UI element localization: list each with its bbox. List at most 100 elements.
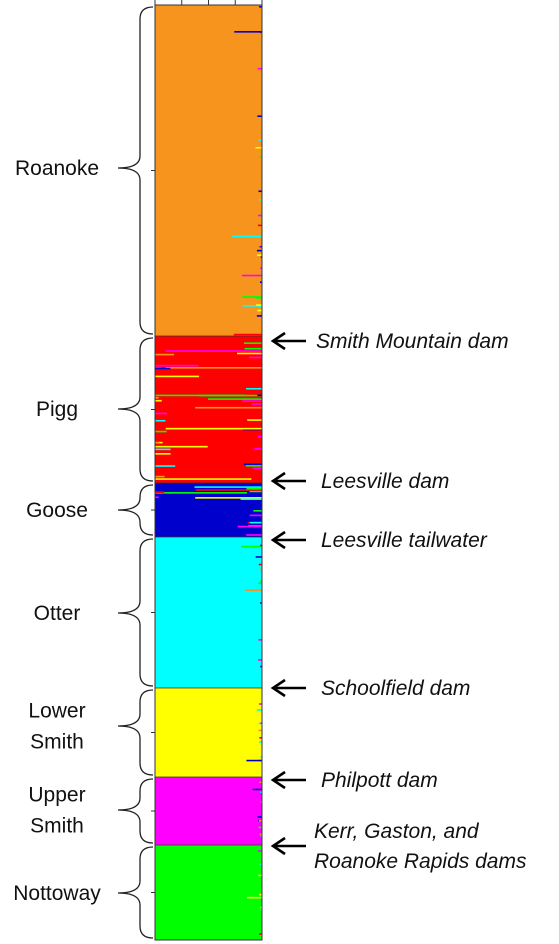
- brace-otter: [117, 538, 154, 687]
- admixture-streak: [155, 453, 171, 455]
- dominant-cluster-fill: [155, 777, 262, 845]
- dominant-cluster-fill: [155, 688, 262, 777]
- admixture-streak: [242, 428, 262, 431]
- admixture-streak: [195, 497, 262, 499]
- admixture-streak: [246, 387, 262, 390]
- admixture-streak: [242, 296, 262, 298]
- admixture-streak: [243, 342, 262, 344]
- admixture-streak: [258, 639, 262, 641]
- admixture-streak: [252, 467, 262, 469]
- admixture-streak: [232, 235, 262, 238]
- admixture-streak: [155, 496, 159, 499]
- admixture-streak: [251, 403, 262, 405]
- admixture-streak: [155, 492, 248, 494]
- admixture-streak: [257, 115, 262, 118]
- admixture-streak: [257, 850, 262, 852]
- brace-goose: [117, 484, 154, 536]
- admixture-streak: [258, 139, 262, 142]
- admixture-streak: [259, 6, 262, 8]
- admixture-streak: [255, 297, 262, 299]
- brace-lower-smith: [117, 689, 154, 776]
- admixture-streak: [256, 709, 262, 711]
- admixture-streak: [155, 478, 252, 480]
- admixture-streak: [259, 703, 262, 705]
- admixture-streak: [155, 475, 165, 478]
- admixture-streak: [246, 759, 262, 762]
- admixture-streak: [195, 489, 262, 491]
- admixture-streak: [155, 399, 162, 402]
- admixture-streak: [253, 510, 262, 512]
- admixture-streak: [244, 347, 262, 350]
- admixture-streak: [260, 156, 262, 158]
- barrier-label: Kerr, Gaston, and: [314, 820, 480, 843]
- admixture-streak: [155, 412, 168, 415]
- admixture-streak: [195, 406, 262, 409]
- admixture-streak: [258, 659, 262, 661]
- admixture-streak: [258, 893, 262, 896]
- admixture-streak: [242, 274, 262, 277]
- admixture-streak: [258, 874, 262, 877]
- admixture-streak: [155, 465, 176, 467]
- plot-axes: [151, 0, 263, 941]
- barrier-label: Schoolfield dam: [321, 677, 470, 700]
- admixture-streak: [260, 791, 262, 793]
- dominant-cluster-fill: [155, 537, 262, 688]
- brace-pigg: [117, 337, 154, 482]
- admixture-streak: [249, 490, 262, 493]
- admixture-streak: [165, 367, 262, 369]
- admixture-streak: [249, 356, 262, 359]
- admixture-streak: [258, 819, 262, 822]
- admixture-streak: [260, 906, 262, 909]
- admixture-streak: [255, 146, 262, 149]
- population-label: Lower: [28, 700, 85, 723]
- dominant-cluster-fill: [155, 336, 262, 483]
- admixture-streak: [242, 400, 262, 402]
- population-block-goose: [155, 483, 262, 537]
- population-label: Nottoway: [13, 882, 101, 905]
- admixture-streak: [256, 254, 262, 257]
- admixture-streak: [258, 826, 262, 829]
- population-braces: [117, 6, 154, 939]
- admixture-streak: [257, 394, 262, 397]
- brace-roanoke: [117, 6, 154, 335]
- admixture-streak: [256, 315, 262, 317]
- dominant-cluster-fill: [155, 845, 262, 940]
- admixture-streak: [257, 224, 262, 227]
- population-label: Roanoke: [15, 157, 99, 180]
- admixture-streak: [246, 896, 262, 899]
- barrier-annotation: Kerr, Gaston, and Roanoke Rapids dams: [270, 820, 527, 873]
- admixture-streak: [259, 741, 262, 743]
- admixture-streak: [258, 563, 262, 566]
- admixture-streak: [259, 781, 262, 784]
- barrier-label: Roanoke Rapids dams: [314, 850, 527, 873]
- admixture-streak: [260, 245, 262, 248]
- admixture-streak: [259, 568, 262, 571]
- admixture-streak: [258, 722, 262, 725]
- admixture-bars: [155, 5, 262, 940]
- admixture-streak: [258, 306, 262, 308]
- admixture-streak: [260, 800, 262, 803]
- admixture-streak: [258, 863, 262, 865]
- admixture-streak: [260, 722, 262, 724]
- admixture-streak: [247, 419, 262, 421]
- population-labels: Roanoke Pigg Goose Otter Lower Smith Upper Smit…: [13, 157, 101, 905]
- admixture-streak: [260, 256, 262, 259]
- admixture-streak: [254, 447, 262, 450]
- admixture-streak: [259, 602, 262, 604]
- barrier-annotation: Leesville dam: [270, 470, 449, 493]
- population-block-roanoke: [155, 5, 262, 336]
- admixture-streak: [258, 582, 262, 585]
- population-block-upper-smith: [155, 777, 262, 845]
- admixture-streak: [234, 31, 262, 33]
- admixture-streak: [249, 521, 262, 524]
- dominant-cluster-fill: [155, 483, 262, 537]
- barrier-label: Leesville dam: [321, 470, 449, 493]
- admixture-streak: [165, 427, 262, 430]
- admixture-streak: [155, 375, 200, 378]
- admixture-streak: [246, 534, 262, 536]
- population-block-nottoway: [155, 845, 262, 940]
- population-label: Goose: [26, 499, 88, 522]
- admixture-streak: [257, 309, 262, 312]
- admixture-streak: [259, 933, 262, 935]
